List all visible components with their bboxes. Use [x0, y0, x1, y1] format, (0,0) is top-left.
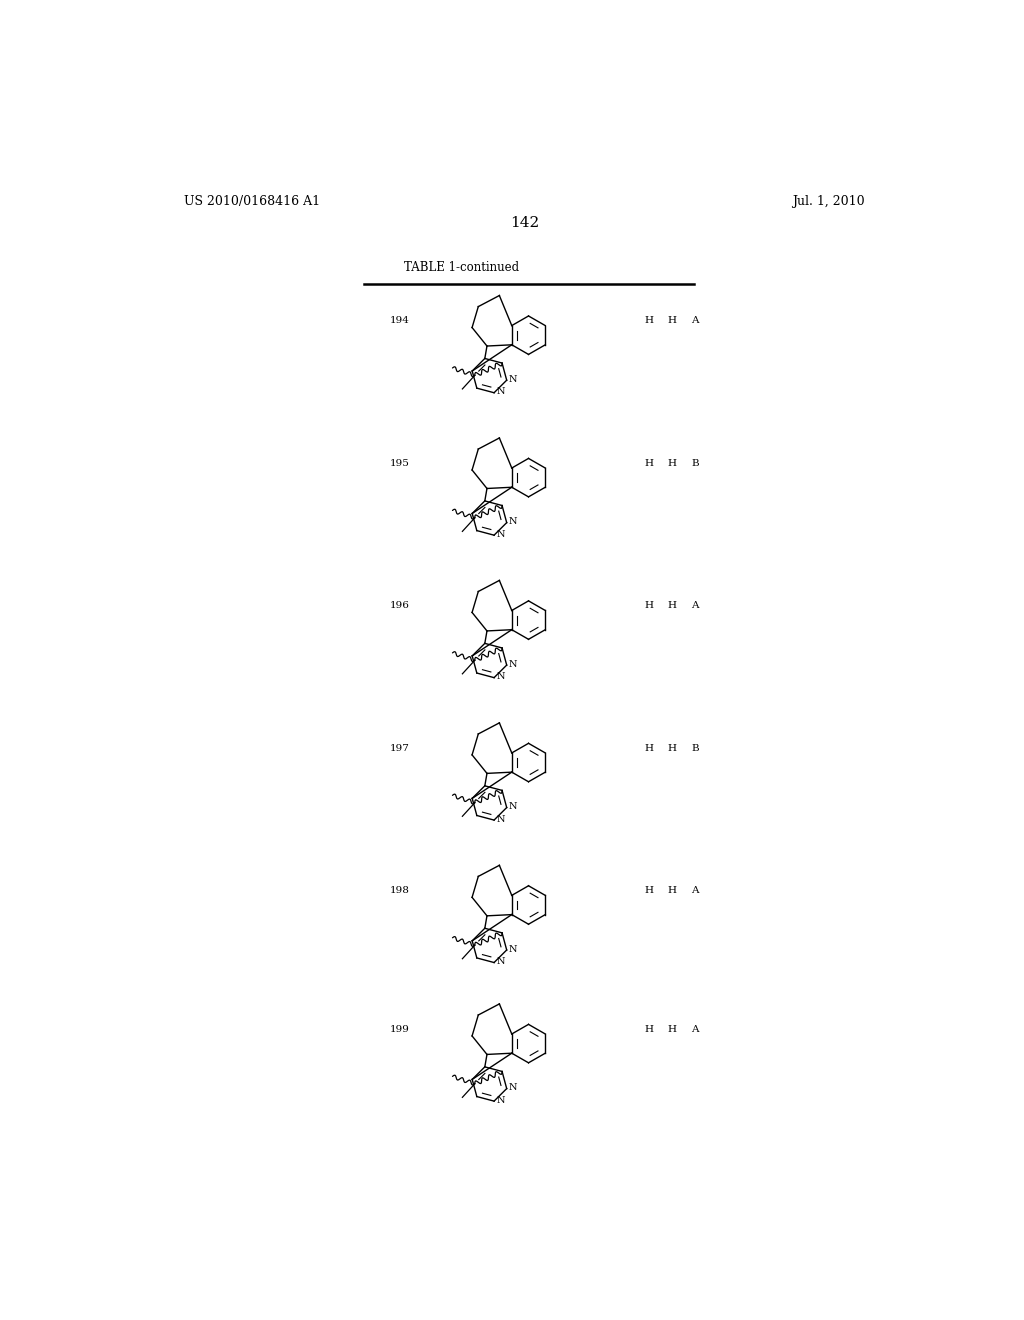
Text: 195: 195	[390, 459, 410, 467]
Text: H: H	[644, 317, 653, 325]
Text: N: N	[497, 529, 505, 539]
Text: US 2010/0168416 A1: US 2010/0168416 A1	[183, 194, 319, 207]
Text: H: H	[668, 1024, 677, 1034]
Text: N: N	[509, 1084, 517, 1093]
Text: H: H	[668, 743, 677, 752]
Text: 198: 198	[390, 886, 410, 895]
Text: H: H	[644, 1024, 653, 1034]
Text: H: H	[644, 601, 653, 610]
Text: N: N	[497, 957, 505, 966]
Text: H: H	[668, 317, 677, 325]
Text: H: H	[644, 743, 653, 752]
Text: N: N	[497, 672, 505, 681]
Text: N: N	[497, 1096, 505, 1105]
Text: N: N	[509, 660, 517, 669]
Text: Jul. 1, 2010: Jul. 1, 2010	[792, 194, 864, 207]
Text: H: H	[668, 459, 677, 467]
Text: N: N	[509, 517, 517, 527]
Text: H: H	[668, 886, 677, 895]
Text: A: A	[691, 317, 699, 325]
Text: B: B	[691, 459, 699, 467]
Text: A: A	[691, 601, 699, 610]
Text: N: N	[497, 388, 505, 396]
Text: 199: 199	[390, 1024, 410, 1034]
Text: 142: 142	[510, 216, 540, 230]
Text: 197: 197	[390, 743, 410, 752]
Text: A: A	[691, 886, 699, 895]
Text: N: N	[497, 814, 505, 824]
Text: N: N	[509, 375, 517, 384]
Text: 194: 194	[390, 317, 410, 325]
Text: 196: 196	[390, 601, 410, 610]
Text: H: H	[644, 459, 653, 467]
Text: H: H	[668, 601, 677, 610]
Text: N: N	[509, 945, 517, 954]
Text: N: N	[509, 803, 517, 812]
Text: A: A	[691, 1024, 699, 1034]
Text: TABLE 1-continued: TABLE 1-continued	[403, 261, 519, 273]
Text: B: B	[691, 743, 699, 752]
Text: H: H	[644, 886, 653, 895]
